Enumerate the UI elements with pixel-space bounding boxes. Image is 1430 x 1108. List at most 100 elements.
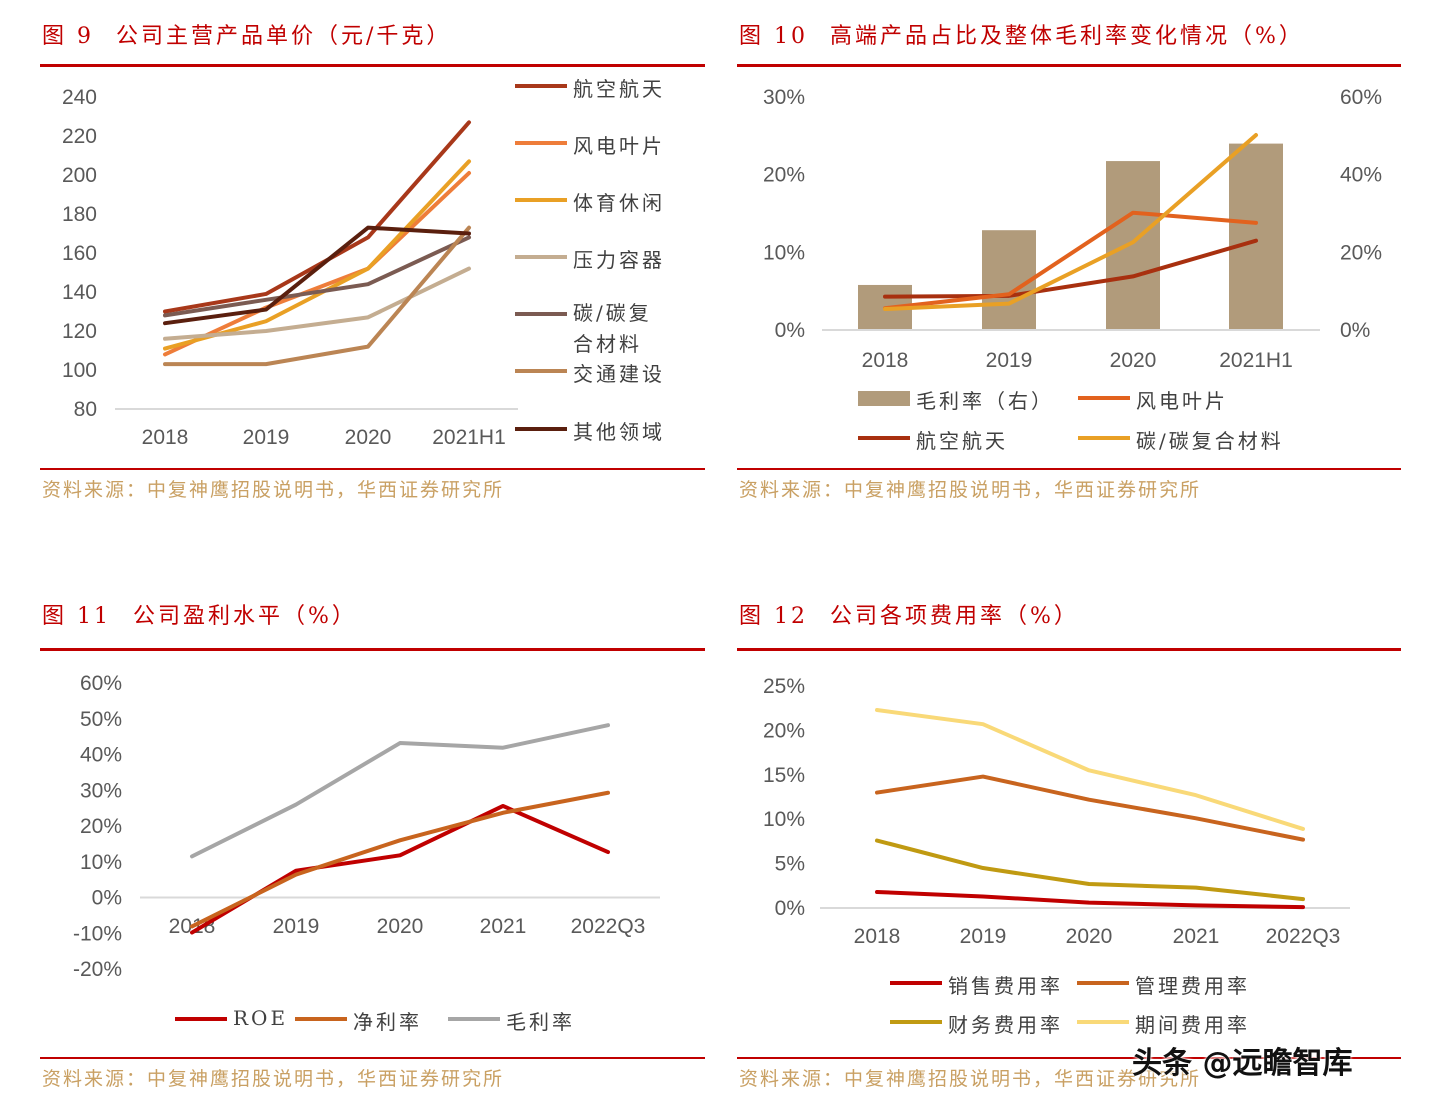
legend-line-swatch xyxy=(515,141,567,145)
legend-label: 压力容器 xyxy=(573,248,665,272)
x-tick-label: 2020 xyxy=(1066,925,1113,948)
legend-line-swatch xyxy=(890,1020,942,1024)
legend-label: 财务费用率 xyxy=(948,1013,1063,1037)
y-tick-label: 0% xyxy=(775,319,805,342)
legend-line-swatch xyxy=(1078,436,1130,440)
bar xyxy=(1229,143,1283,330)
legend-line-swatch xyxy=(295,1017,347,1021)
series-line xyxy=(163,171,471,357)
figure-11-title: 图 11 公司盈利水平（%） xyxy=(42,598,357,630)
legend-label: 航空航天 xyxy=(573,77,665,101)
x-tick-label: 2018 xyxy=(142,426,189,449)
legend-label: 期间费用率 xyxy=(1135,1013,1250,1037)
series-line xyxy=(163,225,471,367)
y-tick-label: 160 xyxy=(62,242,97,265)
top-rule xyxy=(40,648,705,651)
y-right-tick-label: 40% xyxy=(1340,164,1382,187)
legend-line-swatch xyxy=(1077,1020,1129,1024)
series-line xyxy=(163,235,471,318)
y-tick-label: 40% xyxy=(80,744,122,767)
series-line xyxy=(163,120,471,314)
y-tick-label: 240 xyxy=(62,86,97,109)
legend-label: 风电叶片 xyxy=(1136,389,1228,413)
x-tick-label: 2020 xyxy=(377,915,424,938)
chart-11: -20%-10%0%10%20%30%40%50%60%2018 2019 2020… xyxy=(73,672,660,981)
legend-line-swatch xyxy=(858,436,910,440)
y-tick-label: 180 xyxy=(62,203,97,226)
series-line xyxy=(163,225,471,326)
figure-10-title: 图 10 高端产品占比及整体毛利率变化情况（%） xyxy=(739,18,1304,50)
watermark: 头条 @远瞻智库 xyxy=(1132,1046,1353,1081)
y-right-tick-label: 60% xyxy=(1340,86,1382,109)
legend-label: ROE xyxy=(233,1006,289,1030)
figure-number: 图 12 xyxy=(739,604,808,629)
x-tick-label: 2020 xyxy=(1110,349,1157,372)
bottom-rule xyxy=(737,1057,1401,1059)
x-tick-label: 2021H1 xyxy=(1219,349,1293,372)
y-tick-label: 120 xyxy=(62,320,97,343)
source-note: 资料来源：中复神鹰招股说明书，华西证券研究所 xyxy=(42,1068,505,1090)
bottom-rule xyxy=(40,468,705,470)
y-tick-label: 100 xyxy=(62,359,97,382)
figure-title-text: 公司主营产品单价（元/千克） xyxy=(116,24,452,49)
legend-line-swatch xyxy=(175,1017,227,1021)
series-line xyxy=(875,707,1305,831)
legend-line-swatch xyxy=(890,981,942,985)
y-tick-label: -20% xyxy=(73,958,122,981)
x-tick-label: 2022Q3 xyxy=(571,915,646,938)
y-tick-label: 220 xyxy=(62,125,97,148)
bottom-rule xyxy=(737,468,1401,470)
y-tick-label: 10% xyxy=(763,241,805,264)
legend-label: 交通建设 xyxy=(573,362,665,386)
y-right-tick-label: 20% xyxy=(1340,241,1382,264)
legend-line-swatch xyxy=(515,255,567,259)
source-note: 资料来源：中复神鹰招股说明书，华西证券研究所 xyxy=(739,1068,1202,1090)
series-line xyxy=(163,266,471,341)
series-line xyxy=(883,210,1258,311)
x-tick-label: 2021 xyxy=(1173,925,1220,948)
legend-label: 管理费用率 xyxy=(1135,974,1250,998)
legend-line-swatch xyxy=(1077,981,1129,985)
source-note: 资料来源：中复神鹰招股说明书，华西证券研究所 xyxy=(42,479,505,501)
legend-label: 风电叶片 xyxy=(573,134,665,158)
figure-title-text: 高端产品占比及整体毛利率变化情况（%） xyxy=(830,24,1304,49)
series-line xyxy=(190,723,610,859)
series-line xyxy=(190,790,610,929)
figure-title-text: 公司盈利水平（%） xyxy=(133,604,357,629)
x-tick-label: 2022Q3 xyxy=(1266,925,1341,948)
y-tick-label: 15% xyxy=(763,764,805,787)
y-tick-label: 0% xyxy=(775,897,805,920)
y-tick-label: 200 xyxy=(62,164,97,187)
x-tick-label: 2021H1 xyxy=(432,426,506,449)
legend-line-swatch xyxy=(515,198,567,202)
y-tick-label: 30% xyxy=(763,86,805,109)
legend-label: 碳/碳复合材料 xyxy=(1136,429,1284,453)
x-tick-label: 2019 xyxy=(273,915,320,938)
y-tick-label: 140 xyxy=(62,281,97,304)
x-tick-label: 2020 xyxy=(345,426,392,449)
y-tick-label: 0% xyxy=(92,887,122,910)
series-line xyxy=(875,838,1305,902)
figure-number: 图 11 xyxy=(42,604,111,629)
y-tick-label: 10% xyxy=(80,851,122,874)
legend-line-swatch xyxy=(1078,396,1130,400)
series-line xyxy=(875,890,1305,910)
x-tick-label: 2018 xyxy=(854,925,901,948)
legend-bar-swatch xyxy=(858,391,910,406)
series-line xyxy=(883,238,1258,299)
y-tick-label: 20% xyxy=(80,815,122,838)
legend-line-swatch xyxy=(448,1017,500,1021)
series-line xyxy=(883,133,1258,312)
bar xyxy=(1106,161,1160,330)
y-tick-label: 10% xyxy=(763,808,805,831)
x-tick-label: 2019 xyxy=(986,349,1033,372)
series-line xyxy=(875,774,1305,842)
y-tick-label: 50% xyxy=(80,708,122,731)
legend-line-swatch xyxy=(515,369,567,373)
y-tick-label: 60% xyxy=(80,672,122,695)
y-tick-label: -10% xyxy=(73,922,122,945)
chart-10: 0% 10% 20% 30% 0% 20% 40% 60% 2018 2019 2020 2021H1 xyxy=(763,86,1382,372)
y-tick-label: 80 xyxy=(74,398,97,421)
legend-label: 其他领域 xyxy=(573,420,665,444)
